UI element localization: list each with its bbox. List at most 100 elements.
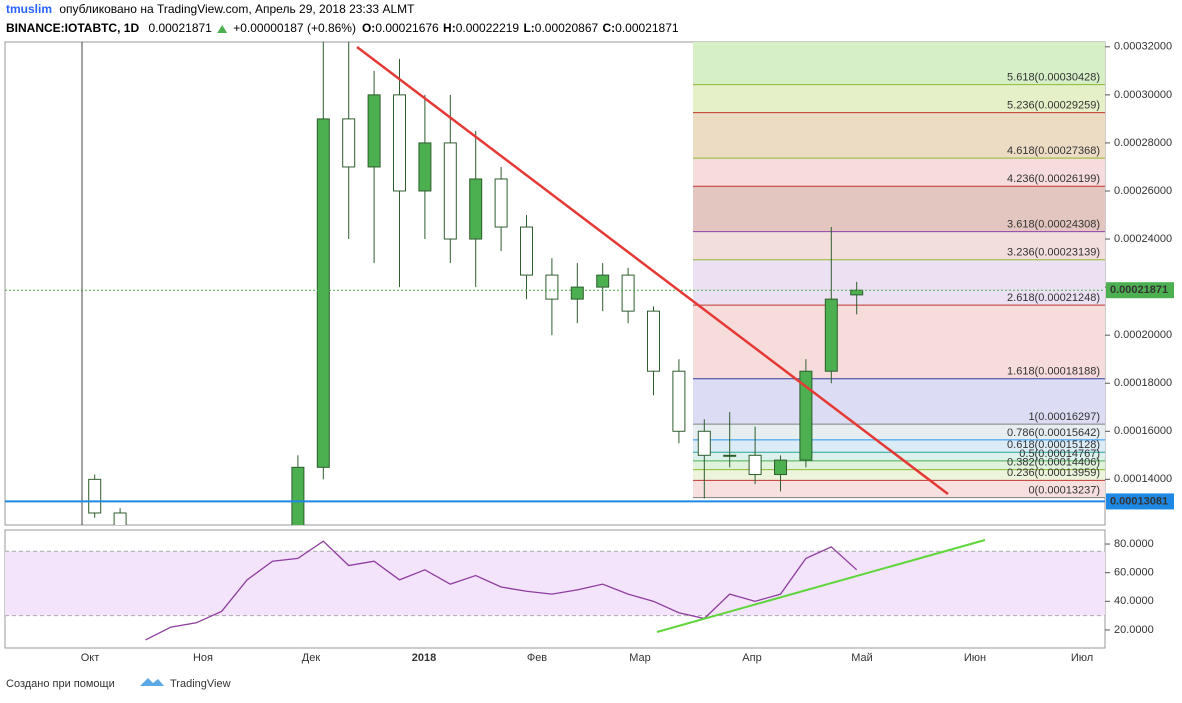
- rsi-trend-line: [656, 539, 986, 633]
- grid: [1105, 46, 1110, 480]
- fib-band: [693, 42, 1105, 85]
- ohlc-value: 0.00020867: [535, 21, 599, 35]
- candle-body: [443, 142, 457, 240]
- candle-body: [570, 286, 584, 300]
- fib-band: [693, 84, 1105, 113]
- candle-body: [596, 274, 610, 288]
- rsi-line: [145, 540, 858, 641]
- published: опубликовано на TradingView.com, Апрель …: [59, 2, 415, 16]
- candle-body: [88, 478, 102, 514]
- x-tick-label: Фев: [527, 652, 547, 664]
- fib-label: 3.236(0.00023139): [1007, 247, 1100, 259]
- rsi: [5, 540, 1105, 641]
- user[interactable]: tmuslim: [6, 2, 52, 16]
- fib-band: [693, 158, 1105, 187]
- y-tick-label: 0.00016000: [1114, 425, 1172, 437]
- rsi-tick-label: 40.0000: [1114, 595, 1154, 607]
- fib-label: 4.618(0.00027368): [1007, 145, 1100, 157]
- y-tick-label: 0.00032000: [1114, 41, 1172, 53]
- price-tag-label: 0.00013081: [1110, 495, 1168, 507]
- fib-label: 5.618(0.00030428): [1007, 71, 1100, 83]
- x-tick-label: Июл: [1071, 652, 1093, 664]
- fib-band: [693, 259, 1105, 306]
- ohlc: O: 0.00021676 H: 0.00022219 L: 0.00020867 C: 0.…: [362, 21, 679, 35]
- fib-label: 0.382(0.00014406): [1007, 456, 1100, 468]
- y-tick-label: 0.00024000: [1114, 233, 1172, 245]
- rsi-tick-label: 80.0000: [1114, 538, 1154, 550]
- header-line2: BINANCE:IOTABTC, 1D 0.00021871 +0.000001…: [6, 21, 356, 35]
- y-tick-label: 0.00018000: [1114, 377, 1172, 389]
- fib-label: 0.236(0.00013959): [1007, 467, 1100, 479]
- ohlc-label: O:: [362, 21, 375, 35]
- x-tick-label: Апр: [742, 652, 761, 664]
- ohlc-label: H:: [443, 21, 456, 35]
- fib-label: 0.5(0.00014767): [1019, 448, 1100, 460]
- x-tick-label: Мар: [629, 652, 651, 664]
- price-tag-label: 0.00021871: [1110, 284, 1168, 296]
- candles: [5, 42, 1105, 525]
- candle-body: [723, 454, 737, 457]
- candle-body: [494, 178, 508, 228]
- candle-body: [113, 512, 127, 525]
- rsi-tick-label: 60.0000: [1114, 567, 1154, 579]
- y-tick-label: 0.00030000: [1114, 89, 1172, 101]
- candle-body: [621, 274, 635, 312]
- up-arrow: [217, 25, 228, 33]
- candle-body: [748, 454, 762, 476]
- ohlc-value: 0.00021871: [615, 21, 679, 35]
- fib-label: 1.618(0.00018188): [1007, 366, 1100, 378]
- fib-label: 0.786(0.00015642): [1007, 427, 1100, 439]
- y-tick-label: 0.00026000: [1114, 185, 1172, 197]
- fib-label: 5.236(0.00029259): [1007, 100, 1100, 112]
- x-tick-label: Июн: [964, 652, 986, 664]
- ohlc-label: L:: [523, 21, 534, 35]
- candle-body: [545, 274, 559, 300]
- candle-body: [799, 370, 813, 461]
- x-tick-label: Май: [851, 652, 873, 664]
- fib-band: [693, 305, 1105, 379]
- x-tick-label: Дек: [302, 652, 321, 664]
- fib-label: 3.618(0.00024308): [1007, 219, 1100, 231]
- candle-body: [367, 94, 381, 168]
- change: +0.00000187 (+0.86%): [233, 21, 356, 35]
- fib-band: [693, 186, 1105, 232]
- tv-logo: [140, 678, 164, 686]
- header-line1: tmuslim опубликовано на TradingView.com,…: [6, 2, 415, 16]
- fib-band: [693, 439, 1105, 453]
- y-tick-label: 0.00028000: [1114, 137, 1172, 149]
- x-tick-label: 2018: [412, 652, 436, 664]
- ohlc-value: 0.00022219: [456, 21, 520, 35]
- ohlc-value: 0.00021676: [375, 21, 439, 35]
- symbol: BINANCE:IOTABTC, 1D: [6, 21, 139, 35]
- x-tick-label: Ноя: [193, 652, 213, 664]
- y-tick-label: 0.00020000: [1114, 329, 1172, 341]
- fib-label: 0(0.00013237): [1028, 485, 1100, 497]
- candle-body: [418, 142, 432, 192]
- fib-label: 1(0.00016297): [1028, 411, 1100, 423]
- trend-line: [356, 46, 949, 495]
- candle-body: [393, 94, 406, 192]
- axes: 0.00014000 0.00016000 0.00018000 0.00020000…: [81, 41, 1174, 664]
- ohlc-label: C:: [602, 21, 615, 35]
- candle-body: [850, 289, 864, 296]
- fib-band: [693, 469, 1105, 481]
- candle-body: [316, 118, 330, 468]
- last-price: 0.00021871: [148, 21, 212, 35]
- brand[interactable]: TradingView: [170, 678, 231, 690]
- fib-band: [693, 480, 1105, 498]
- candle-body: [291, 466, 305, 525]
- candle-body: [697, 430, 711, 456]
- fib-levels: 5.618(0.00030428) 5.236(0.00029259) 4.618(…: [693, 42, 1105, 499]
- fib-band: [693, 112, 1105, 159]
- candle-body: [520, 226, 533, 276]
- fib-band: [693, 424, 1105, 440]
- rsi-band: [5, 551, 1105, 616]
- price-tag: [1106, 493, 1174, 510]
- candle-body: [469, 178, 483, 240]
- rsi-tick-label: 20.0000: [1114, 624, 1154, 636]
- x-tick-label: Окт: [81, 652, 100, 664]
- candle-body: [774, 459, 787, 476]
- candle-body: [342, 118, 356, 168]
- candle-body: [672, 370, 686, 432]
